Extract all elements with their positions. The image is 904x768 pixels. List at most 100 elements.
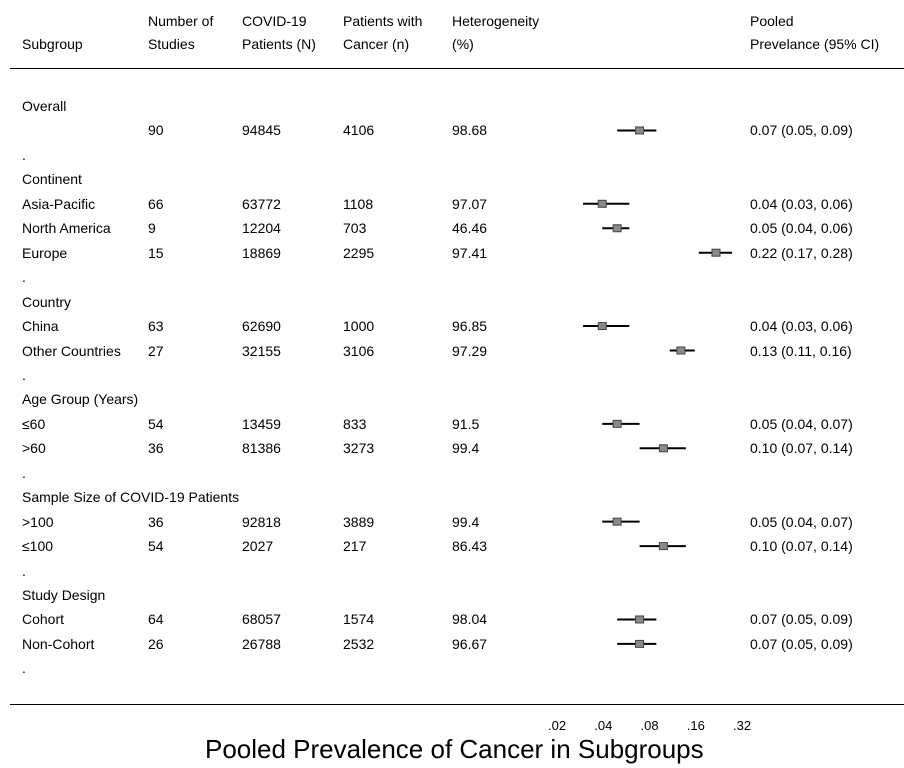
covid-patients-count: 26788	[242, 635, 281, 652]
header-heterogeneity-line1: Heterogeneity	[452, 13, 540, 29]
pooled-prevalence-ci: 0.10 (0.07, 0.14)	[750, 440, 853, 457]
covid-patients-count: 2027	[242, 538, 274, 555]
header-rule	[10, 68, 904, 69]
covid-patients-count: 94845	[242, 122, 281, 139]
pooled-prevalence-ci: 0.07 (0.05, 0.09)	[750, 635, 853, 652]
point-estimate-marker	[635, 126, 645, 135]
heterogeneity-value: 96.85	[452, 318, 488, 335]
cancer-patients-count: 2295	[343, 244, 375, 261]
subgroup-label: ≤60	[22, 415, 46, 432]
point-estimate-marker	[658, 444, 668, 453]
x-tick-label: .16	[686, 718, 705, 733]
covid-patients-count: 63772	[242, 195, 281, 212]
point-estimate-marker	[711, 248, 721, 257]
subgroup-label: Asia-Pacific	[22, 195, 96, 212]
heterogeneity-value: 99.4	[452, 513, 480, 530]
covid-patients-count: 81386	[242, 440, 281, 457]
row-spacer-dot: .	[22, 366, 26, 383]
heterogeneity-value: 97.29	[452, 342, 488, 359]
row-spacer-dot: .	[22, 464, 26, 481]
covid-patients-count: 92818	[242, 513, 281, 530]
header-cancer-line1: Patients with	[343, 13, 423, 29]
x-tick-label: .08	[640, 718, 659, 733]
heterogeneity-value: 97.41	[452, 244, 488, 261]
subgroup-label: Cohort	[22, 611, 65, 628]
covid-patients-count: 18869	[242, 244, 281, 261]
point-estimate-marker	[612, 224, 622, 233]
subgroup-heading: Study Design	[22, 587, 106, 603]
header-subgroup: Subgroup	[22, 36, 83, 52]
subgroup-label: Europe	[22, 244, 68, 261]
studies-count: 36	[148, 513, 164, 530]
studies-count: 9	[148, 220, 156, 237]
x-tick-label: .04	[594, 718, 613, 733]
cancer-patients-count: 3106	[343, 342, 375, 359]
pooled-prevalence-ci: 0.07 (0.05, 0.09)	[750, 122, 853, 139]
header-pooled-line1: Pooled	[750, 13, 794, 29]
point-estimate-marker	[597, 199, 607, 208]
heterogeneity-value: 96.67	[452, 635, 488, 652]
heterogeneity-value: 97.07	[452, 195, 488, 212]
pooled-prevalence-ci: 0.04 (0.03, 0.06)	[750, 195, 853, 212]
pooled-prevalence-ci: 0.07 (0.05, 0.09)	[750, 611, 853, 628]
studies-count: 90	[148, 122, 164, 139]
subgroup-label: Non-Cohort	[22, 635, 95, 652]
heterogeneity-value: 91.5	[452, 415, 480, 432]
pooled-prevalence-ci: 0.04 (0.03, 0.06)	[750, 318, 853, 335]
subgroup-label: North America	[22, 220, 111, 237]
header-covid-line2: Patients (N)	[242, 36, 316, 52]
cancer-patients-count: 1574	[343, 611, 375, 628]
covid-patients-count: 62690	[242, 318, 281, 335]
point-estimate-marker	[635, 639, 645, 648]
bottom-rule	[10, 704, 904, 705]
header-heterogeneity-line2: (%)	[452, 36, 474, 52]
cancer-patients-count: 1108	[343, 195, 374, 212]
row-spacer-dot: .	[22, 562, 26, 579]
pooled-prevalence-ci: 0.05 (0.04, 0.07)	[750, 415, 853, 432]
point-estimate-marker	[676, 346, 686, 355]
header-cancer-line2: Cancer (n)	[343, 36, 410, 52]
cancer-patients-count: 2532	[343, 635, 375, 652]
pooled-prevalence-ci: 0.05 (0.04, 0.07)	[750, 513, 853, 530]
cancer-patients-count: 703	[343, 220, 367, 237]
heterogeneity-value: 98.04	[452, 611, 488, 628]
point-estimate-marker	[612, 419, 622, 428]
point-estimate-marker	[612, 517, 622, 526]
subgroup-heading: Sample Size of COVID-19 Patients	[22, 489, 240, 506]
subgroup-label: ≤100	[22, 538, 54, 555]
x-tick-label: .32	[733, 718, 752, 733]
studies-count: 26	[148, 635, 164, 652]
cancer-patients-count: 833	[343, 415, 367, 432]
header-covid-line1: COVID-19	[242, 13, 307, 29]
cancer-patients-count: 4106	[343, 122, 375, 139]
subgroup-label: Other Countries	[22, 342, 121, 359]
cancer-patients-count: 3889	[343, 513, 375, 530]
cancer-patients-count: 1000	[343, 318, 375, 335]
covid-patients-count: 68057	[242, 611, 281, 628]
row-spacer-dot: .	[22, 269, 26, 286]
studies-count: 54	[148, 538, 164, 555]
subgroup-label: >60	[22, 440, 46, 457]
heterogeneity-value: 46.46	[452, 220, 488, 237]
studies-count: 15	[148, 244, 164, 261]
subgroup-heading: Overall	[22, 98, 67, 114]
header-pooled-line2: Prevelance (95% CI)	[750, 36, 880, 52]
covid-patients-count: 32155	[242, 342, 281, 359]
pooled-prevalence-ci: 0.13 (0.11, 0.16)	[750, 342, 852, 359]
row-spacer-dot: .	[22, 660, 26, 677]
pooled-prevalence-ci: 0.10 (0.07, 0.14)	[750, 538, 853, 555]
covid-patients-count: 13459	[242, 415, 281, 432]
studies-count: 36	[148, 440, 164, 457]
point-estimate-marker	[597, 322, 607, 331]
heterogeneity-value: 99.4	[452, 440, 480, 457]
x-tick-label: .02	[548, 718, 567, 733]
studies-count: 64	[148, 611, 164, 628]
x-axis-title: Pooled Prevalence of Cancer in Subgroups	[205, 734, 704, 764]
subgroup-heading: Continent	[22, 171, 82, 188]
studies-count: 66	[148, 195, 164, 212]
header-studies-line1: Number of	[148, 13, 214, 29]
cancer-patients-count: 217	[343, 538, 367, 555]
subgroup-label: China	[22, 318, 59, 335]
studies-count: 63	[148, 318, 164, 335]
